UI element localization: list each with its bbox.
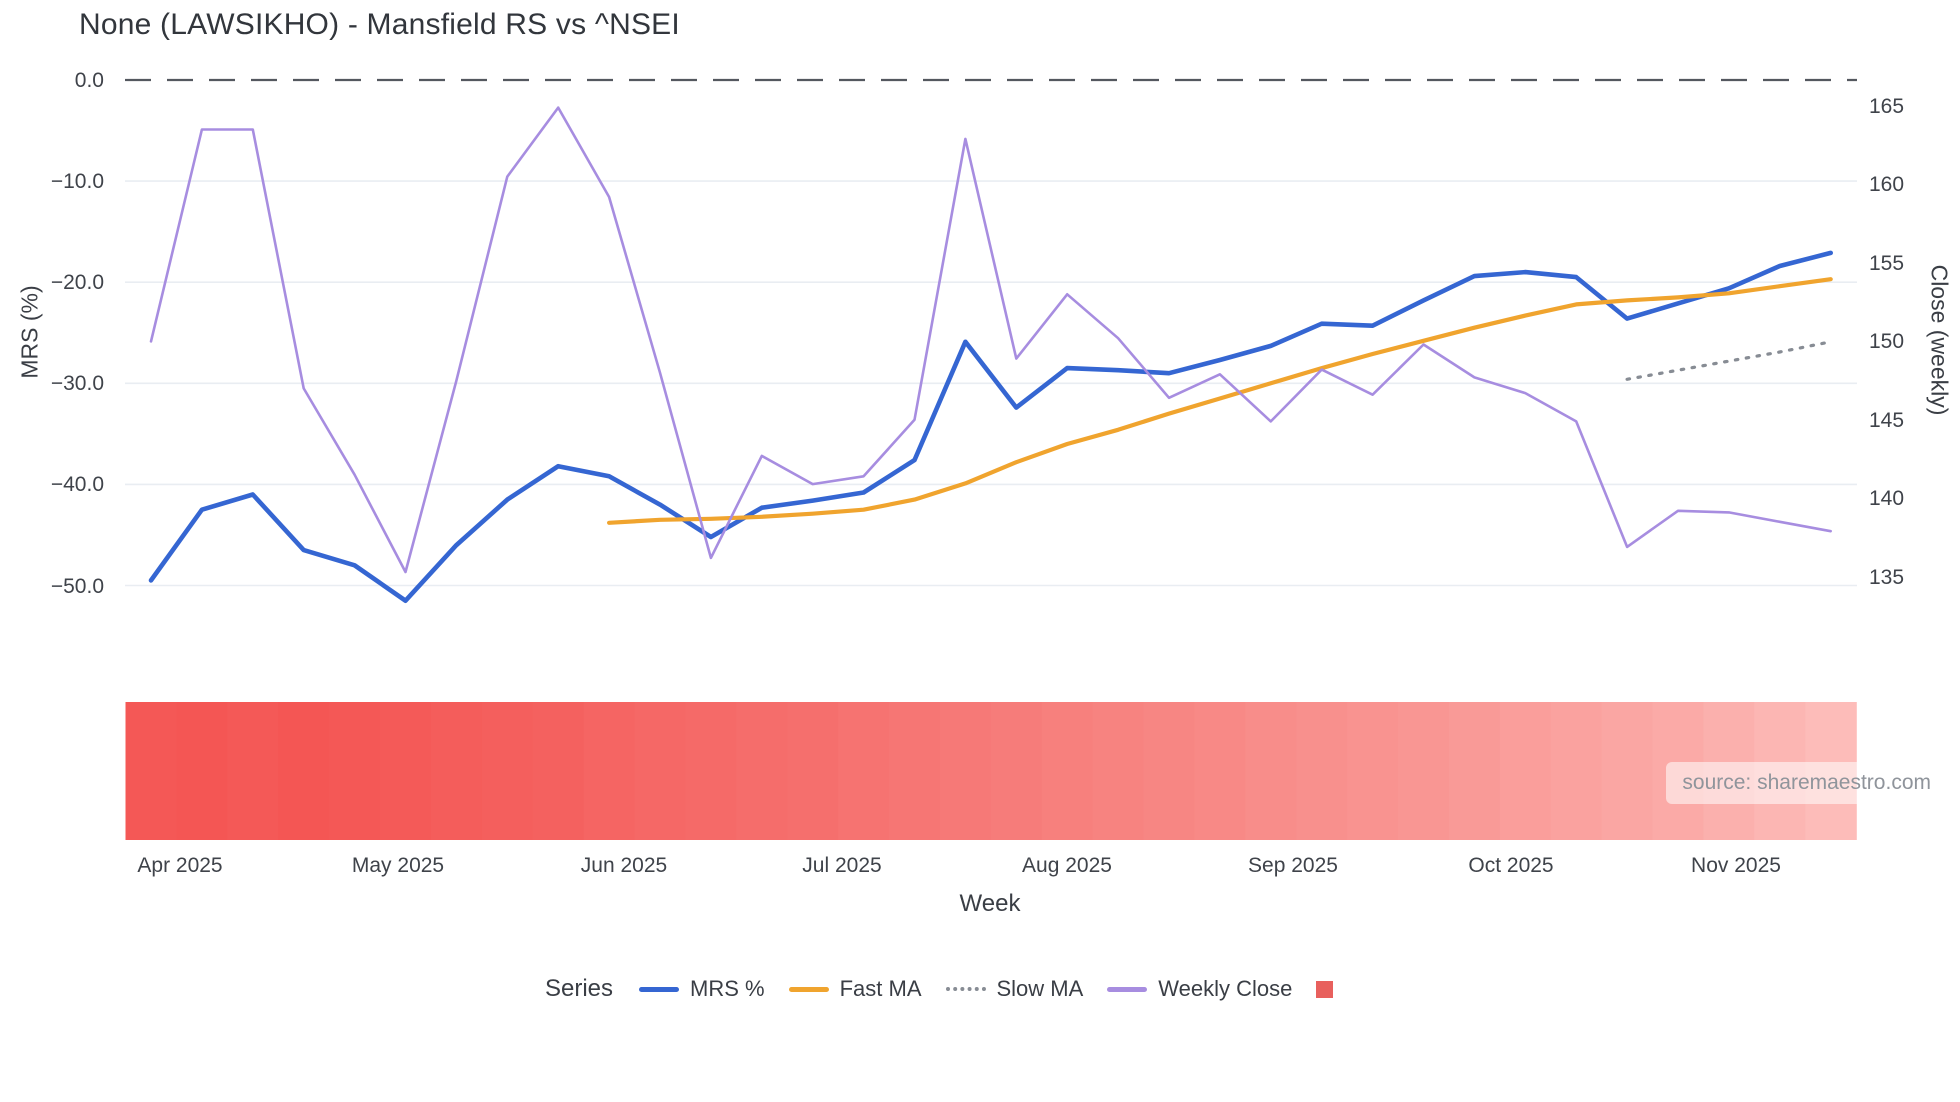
heat-band-cell bbox=[532, 702, 585, 840]
heat-band-cell bbox=[430, 702, 483, 840]
x-tick-label: Aug 2025 bbox=[1022, 854, 1112, 877]
y-right-tick-label: 165 bbox=[1869, 95, 1905, 118]
legend-swatch-line bbox=[1107, 986, 1148, 992]
heat-band-cell bbox=[1092, 702, 1145, 840]
legend: Series MRS % Fast MA Slow MA Weekly Close bbox=[545, 975, 1334, 1003]
source-badge: source: sharemaestro.com bbox=[1666, 762, 1947, 804]
chart-title: None (LAWSIKHO) - Mansfield RS vs ^NSEI bbox=[79, 8, 680, 41]
heat-band-cell bbox=[1398, 702, 1450, 840]
heat-band-cell bbox=[736, 702, 788, 840]
heat-band-cell bbox=[787, 702, 839, 840]
legend-item-weekly-close[interactable]: Weekly Close bbox=[1107, 976, 1292, 1002]
heat-band-cell bbox=[990, 702, 1043, 840]
y-right-tick-label: 140 bbox=[1869, 487, 1905, 511]
y-right-tick-label: 160 bbox=[1869, 173, 1905, 197]
heat-band-cell bbox=[329, 702, 381, 840]
y-left-tick-label: −10.0 bbox=[50, 170, 104, 194]
y-right-tick-label: 145 bbox=[1869, 408, 1905, 432]
heat-band-cell bbox=[1499, 702, 1552, 840]
series-line-weekly-close bbox=[149, 106, 1832, 574]
legend-swatch-dotted-line bbox=[945, 987, 986, 991]
heat-band-cell bbox=[838, 702, 890, 840]
y-left-tick-label: −40.0 bbox=[50, 473, 104, 497]
heat-band-cell bbox=[583, 702, 636, 840]
heat-band-cell bbox=[939, 702, 992, 840]
x-tick-label: Sep 2025 bbox=[1248, 854, 1338, 877]
heat-band-cell bbox=[1601, 702, 1654, 840]
x-tick-label: Jun 2025 bbox=[580, 854, 668, 877]
heat-band-cell bbox=[278, 702, 330, 840]
legend-title: Series bbox=[545, 975, 614, 1002]
heat-band-cell bbox=[1245, 702, 1297, 840]
x-axis-title: Week bbox=[959, 890, 1021, 917]
heat-band-cell bbox=[889, 702, 941, 840]
legend-item-label: Slow MA bbox=[996, 976, 1084, 1001]
heat-band-cell bbox=[380, 702, 432, 840]
heat-band-cell bbox=[1143, 702, 1195, 840]
legend-item-label: MRS % bbox=[690, 976, 765, 1001]
x-tick-label: Nov 2025 bbox=[1691, 854, 1781, 877]
heat-band-cell bbox=[1194, 702, 1246, 840]
heat-band-cell bbox=[176, 702, 228, 840]
legend-item-label: Weekly Close bbox=[1158, 976, 1293, 1001]
legend-item-fast-ma[interactable]: Fast MA bbox=[788, 976, 922, 1002]
legend-swatch-line bbox=[788, 986, 829, 992]
heat-band-cell bbox=[227, 702, 279, 840]
heat-band-cell bbox=[685, 702, 737, 840]
series-line-mrs- bbox=[148, 250, 1833, 603]
y-left-tick-label: 0.0 bbox=[74, 69, 104, 92]
legend-item-label: Fast MA bbox=[839, 976, 922, 1001]
heat-band-cell bbox=[634, 702, 686, 840]
legend-swatch-line bbox=[639, 986, 680, 992]
series-line-fast-ma bbox=[607, 277, 1833, 525]
heat-band-cell bbox=[1550, 702, 1603, 840]
y-right-tick-label: 135 bbox=[1869, 565, 1905, 589]
heat-band-cell bbox=[481, 702, 534, 840]
y-right-tick-label: 155 bbox=[1869, 251, 1905, 275]
y-left-tick-label: −30.0 bbox=[50, 372, 104, 396]
series-line-slow-ma bbox=[1625, 340, 1833, 381]
x-tick-label: Jul 2025 bbox=[802, 854, 882, 877]
heat-band-cell bbox=[1448, 702, 1501, 840]
legend-item-slow-ma[interactable]: Slow MA bbox=[945, 976, 1084, 1002]
x-tick-label: Apr 2025 bbox=[137, 854, 223, 877]
y-left-tick-label: −20.0 bbox=[50, 271, 104, 295]
y-right-tick-label: 150 bbox=[1869, 330, 1905, 354]
y-left-tick-label: −50.0 bbox=[50, 574, 104, 598]
heat-band-cell bbox=[1296, 702, 1348, 840]
x-tick-label: Oct 2025 bbox=[1468, 854, 1554, 877]
legend-heat-band-swatch[interactable] bbox=[1316, 980, 1334, 998]
heat-band-cell bbox=[1041, 702, 1094, 840]
heat-band-cell bbox=[1347, 702, 1399, 840]
legend-item-mrs-[interactable]: MRS % bbox=[639, 976, 765, 1002]
x-tick-label: May 2025 bbox=[351, 854, 445, 877]
heat-band-cell bbox=[125, 702, 177, 840]
